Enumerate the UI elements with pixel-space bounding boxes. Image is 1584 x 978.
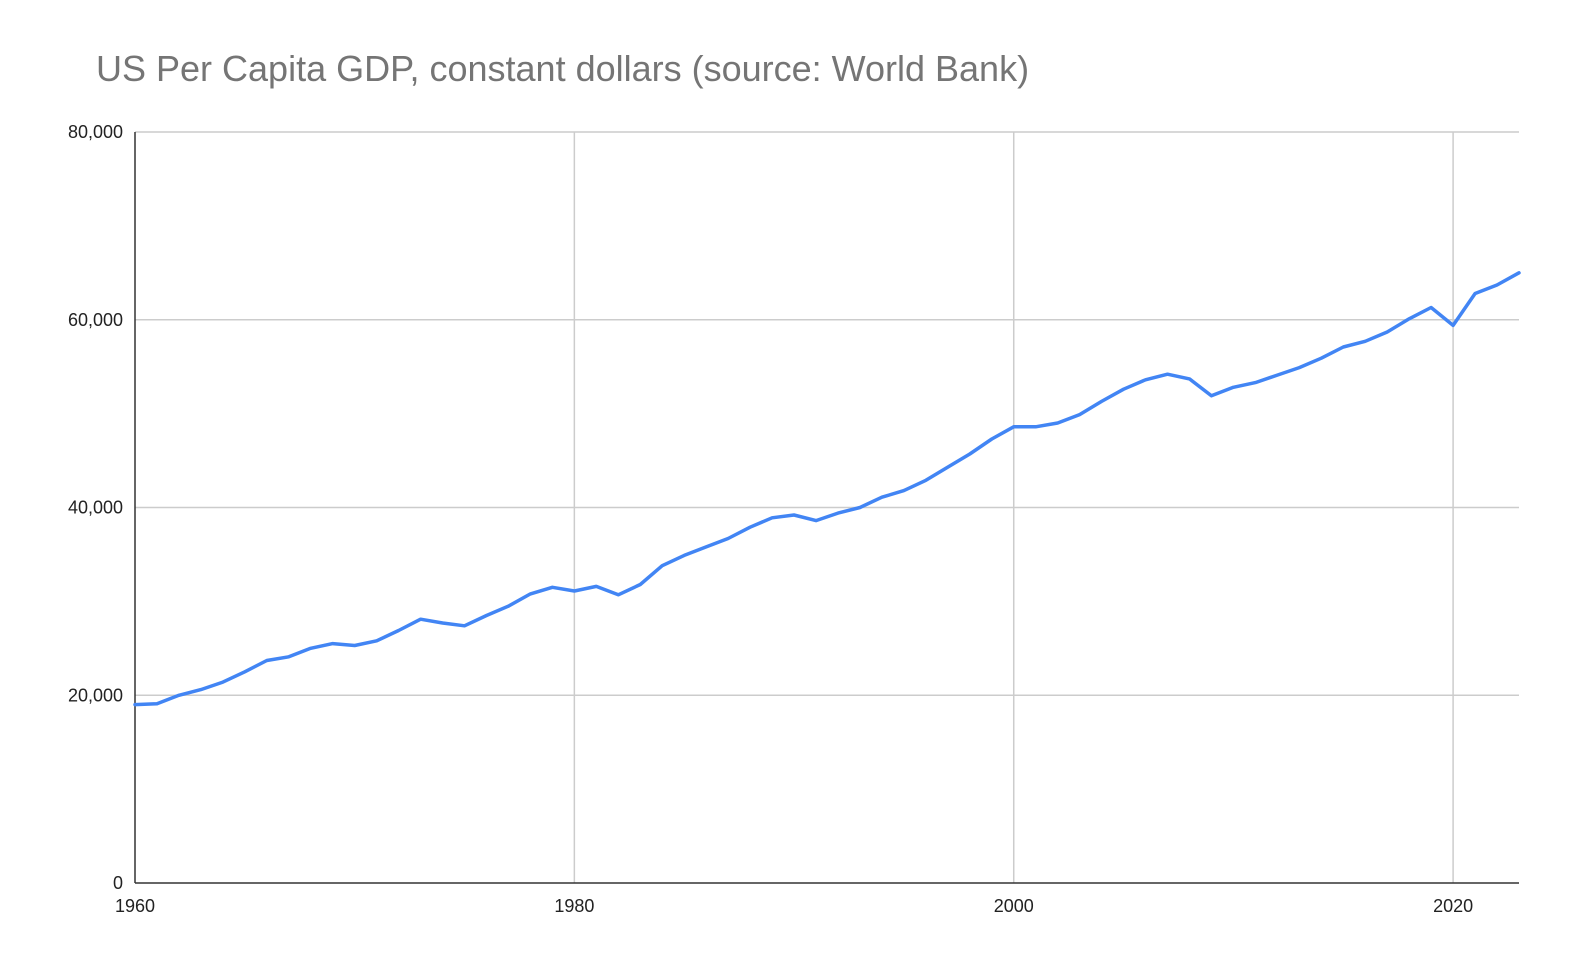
data-point (595, 585, 598, 588)
y-tick-label: 40,000 (68, 498, 123, 518)
x-tick-label: 1980 (554, 896, 594, 916)
data-point (1430, 306, 1433, 309)
data-point (1386, 330, 1389, 333)
y-tick-label: 0 (113, 873, 123, 893)
data-point (617, 593, 620, 596)
data-point (1122, 388, 1125, 391)
data-point (924, 479, 927, 482)
data-point (705, 545, 708, 548)
data-point (1452, 324, 1455, 327)
data-point (353, 644, 356, 647)
data-point (1342, 345, 1345, 348)
data-point (858, 506, 861, 509)
data-point (1518, 271, 1521, 274)
data-point (507, 605, 510, 608)
data-point (1232, 386, 1235, 389)
data-point (1298, 366, 1301, 369)
data-point (375, 639, 378, 642)
data-point (661, 564, 664, 567)
data-point (815, 519, 818, 522)
x-tick-label: 1960 (115, 896, 155, 916)
data-point (1166, 373, 1169, 376)
data-point (946, 466, 949, 469)
data-point (551, 586, 554, 589)
series-line-0 (133, 271, 1521, 707)
data-point (1496, 284, 1499, 287)
data-point (749, 526, 752, 529)
data-point (287, 655, 290, 658)
gridlines (135, 131, 1519, 883)
data-point (177, 694, 180, 697)
data-point (441, 621, 444, 624)
data-point (221, 681, 224, 684)
data-point (1078, 413, 1081, 416)
data-point (134, 703, 137, 706)
data-point (1056, 422, 1059, 425)
data-point (419, 618, 422, 621)
data-point (155, 702, 158, 705)
data-point (309, 647, 312, 650)
data-point (836, 512, 839, 515)
data-point (902, 489, 905, 492)
data-point (683, 554, 686, 557)
data-point (880, 496, 883, 499)
data-point (1012, 425, 1015, 428)
data-point (529, 592, 532, 595)
x-tick-label: 2000 (994, 896, 1034, 916)
data-point (990, 437, 993, 440)
tick-labels: 0 20,000 40,000 60,000 80,000 1960 1980 2000 202… (68, 122, 1473, 916)
data-point (639, 583, 642, 586)
y-tick-label: 80,000 (68, 122, 123, 142)
data-point (573, 590, 576, 593)
data-point (1254, 381, 1257, 384)
data-point (968, 452, 971, 455)
data-point (243, 670, 246, 673)
y-tick-label: 20,000 (68, 685, 123, 705)
series-layer (133, 271, 1521, 707)
data-point (793, 514, 796, 517)
data-point (1034, 425, 1037, 428)
data-point (1276, 374, 1279, 377)
y-tick-label: 60,000 (68, 310, 123, 330)
data-point (1100, 400, 1103, 403)
data-point (1320, 357, 1323, 360)
axes (134, 132, 1519, 884)
x-tick-label: 2020 (1433, 896, 1473, 916)
data-point (1474, 292, 1477, 295)
data-point (1144, 378, 1147, 381)
data-point (265, 659, 268, 662)
data-point (727, 537, 730, 540)
chart-title: US Per Capita GDP, constant dollars (sou… (96, 48, 1030, 89)
data-point (1408, 317, 1411, 320)
data-point (463, 624, 466, 627)
data-point (199, 688, 202, 691)
data-point (1188, 377, 1191, 380)
data-point (1364, 340, 1367, 343)
data-point (397, 629, 400, 632)
data-point (485, 614, 488, 617)
data-point (331, 642, 334, 645)
data-point (771, 516, 774, 519)
data-point (1210, 394, 1213, 397)
